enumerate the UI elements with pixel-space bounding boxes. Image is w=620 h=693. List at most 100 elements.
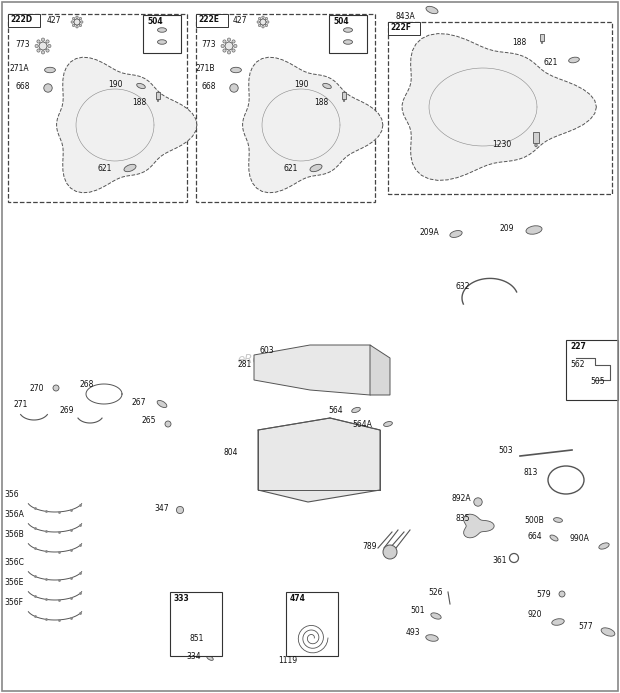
Ellipse shape: [206, 656, 213, 660]
Circle shape: [223, 49, 226, 52]
Text: 334: 334: [186, 652, 201, 661]
Circle shape: [265, 24, 268, 26]
Ellipse shape: [426, 635, 438, 641]
Text: 773: 773: [15, 40, 30, 49]
Text: 227: 227: [570, 342, 586, 351]
Text: 267: 267: [132, 398, 146, 407]
Text: 356E: 356E: [4, 578, 24, 587]
Text: 603: 603: [260, 346, 275, 355]
Text: 474: 474: [290, 594, 306, 603]
Text: 851: 851: [190, 634, 205, 643]
Text: 813: 813: [524, 468, 538, 477]
Circle shape: [259, 17, 261, 20]
Circle shape: [228, 51, 231, 54]
Circle shape: [79, 17, 82, 20]
Bar: [8, 14, 40, 27]
Circle shape: [42, 51, 45, 54]
Circle shape: [474, 498, 482, 506]
Polygon shape: [402, 33, 596, 180]
Polygon shape: [258, 418, 380, 502]
Ellipse shape: [569, 58, 579, 63]
Circle shape: [262, 26, 264, 28]
Circle shape: [225, 42, 233, 50]
Circle shape: [259, 24, 261, 26]
Circle shape: [221, 44, 224, 48]
Text: 356B: 356B: [4, 530, 24, 539]
Ellipse shape: [554, 518, 562, 523]
Polygon shape: [370, 345, 390, 395]
Text: 843A: 843A: [396, 12, 416, 21]
Polygon shape: [464, 514, 494, 538]
Circle shape: [74, 19, 80, 25]
Text: 190: 190: [108, 80, 123, 89]
Bar: [342, 92, 346, 99]
Circle shape: [232, 40, 235, 43]
Ellipse shape: [203, 635, 213, 640]
Circle shape: [257, 21, 259, 23]
Text: 347: 347: [154, 504, 169, 513]
Text: 265: 265: [142, 416, 156, 425]
Text: 361: 361: [492, 556, 507, 565]
Text: 503: 503: [498, 446, 513, 455]
Circle shape: [177, 507, 184, 514]
Text: 188: 188: [132, 98, 146, 107]
Text: 892A: 892A: [452, 494, 472, 503]
Ellipse shape: [541, 42, 542, 44]
Ellipse shape: [526, 226, 542, 234]
Text: 664: 664: [528, 532, 542, 541]
Text: 222F: 222F: [390, 23, 411, 32]
Text: 526: 526: [428, 588, 443, 597]
Bar: [8, 14, 187, 202]
Circle shape: [76, 16, 78, 19]
Ellipse shape: [352, 407, 360, 412]
Text: 500B: 500B: [524, 516, 544, 525]
Ellipse shape: [535, 143, 537, 147]
Text: 493: 493: [406, 628, 420, 637]
Ellipse shape: [310, 164, 322, 172]
Circle shape: [267, 21, 269, 23]
Text: 504: 504: [333, 17, 348, 26]
Polygon shape: [56, 58, 197, 193]
Text: 427: 427: [233, 16, 247, 25]
Text: 209: 209: [500, 224, 515, 233]
Text: 190: 190: [294, 80, 309, 89]
Text: 1119: 1119: [278, 656, 297, 665]
Text: 804: 804: [224, 448, 239, 457]
Circle shape: [71, 21, 73, 23]
Text: 271B: 271B: [196, 64, 216, 73]
Text: 356F: 356F: [4, 598, 23, 607]
Ellipse shape: [431, 613, 441, 619]
Ellipse shape: [157, 28, 167, 33]
Text: 270: 270: [30, 384, 45, 393]
Ellipse shape: [343, 100, 345, 101]
Circle shape: [265, 17, 268, 20]
Circle shape: [230, 84, 238, 92]
Text: 773: 773: [201, 40, 216, 49]
Bar: [566, 340, 618, 400]
Text: 621: 621: [284, 164, 298, 173]
Text: 188: 188: [512, 38, 526, 47]
Circle shape: [37, 49, 40, 52]
Ellipse shape: [157, 40, 167, 44]
Circle shape: [606, 383, 611, 387]
Circle shape: [73, 24, 75, 26]
Bar: [156, 92, 160, 99]
Ellipse shape: [343, 40, 353, 44]
Ellipse shape: [450, 231, 462, 238]
Text: 504: 504: [147, 17, 162, 26]
Text: 209A: 209A: [420, 228, 440, 237]
Circle shape: [187, 615, 197, 625]
Bar: [533, 132, 539, 143]
Text: 835: 835: [456, 514, 471, 523]
Text: 427: 427: [47, 16, 61, 25]
Circle shape: [383, 545, 397, 559]
Ellipse shape: [136, 83, 145, 89]
Circle shape: [165, 421, 171, 427]
Text: 268: 268: [80, 380, 94, 389]
Text: 564: 564: [328, 406, 343, 415]
Text: 222D: 222D: [10, 15, 32, 24]
Text: 990A: 990A: [570, 534, 590, 543]
Circle shape: [48, 44, 51, 48]
Text: 356: 356: [4, 490, 19, 499]
Ellipse shape: [384, 421, 392, 426]
